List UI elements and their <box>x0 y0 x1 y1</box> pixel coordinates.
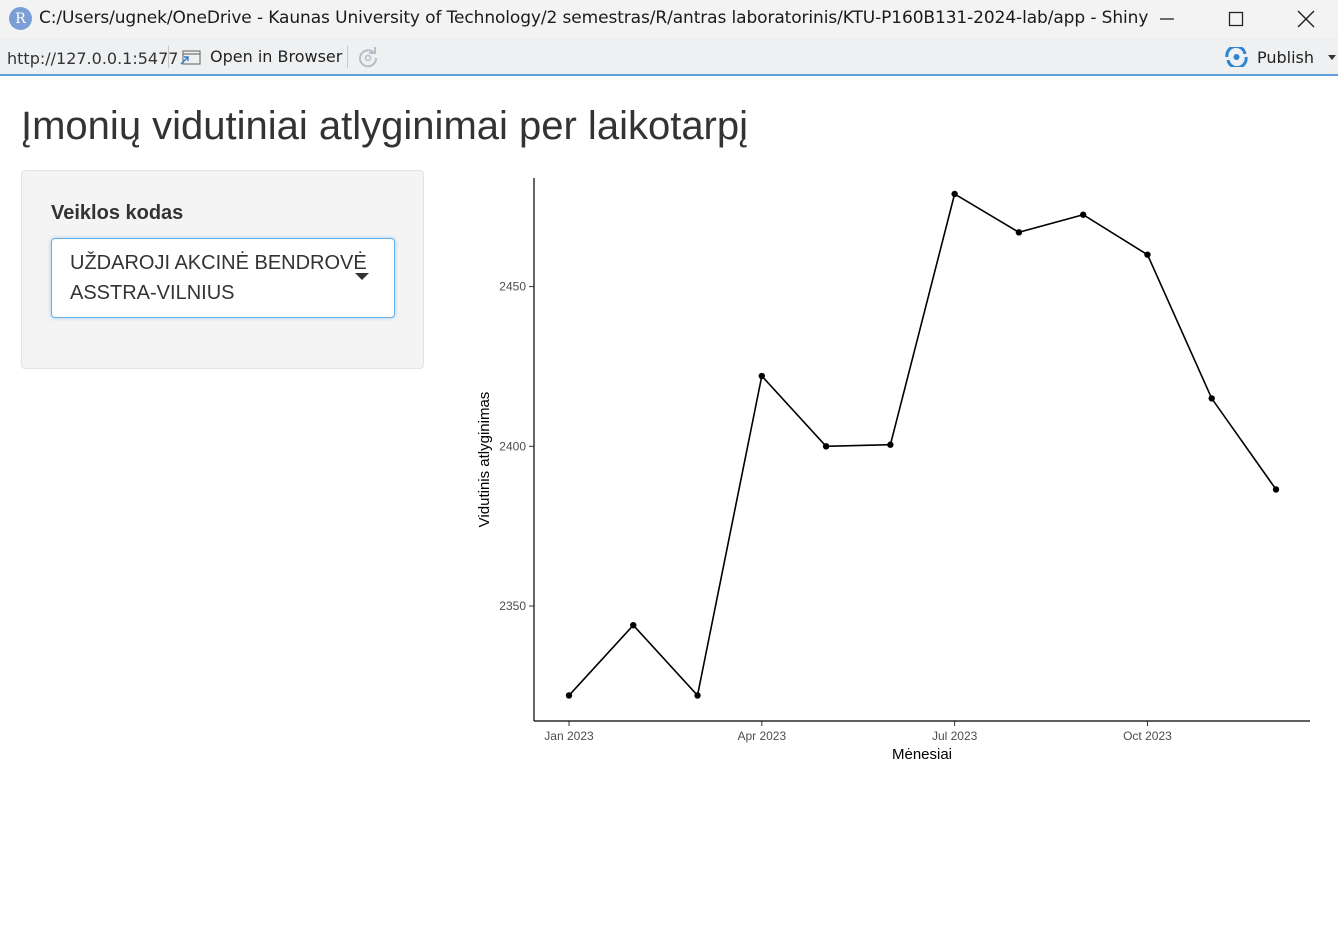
minimize-button[interactable] <box>1132 0 1202 38</box>
data-point <box>758 372 766 380</box>
data-point <box>951 190 958 198</box>
viewer-toolbar: http://127.0.0.1:5477 Open in Browser Pu… <box>0 38 1338 76</box>
data-point <box>822 443 830 450</box>
close-button[interactable] <box>1271 0 1338 38</box>
salary-line-chart: 2350 2400 2450 Jan 2023 Apr 2023 Jul 2023 Oct… <box>476 178 1310 763</box>
y-tick-label: 2400 <box>499 439 526 453</box>
chevron-down-icon <box>355 273 369 280</box>
x-tick-label: Jul 2023 <box>932 729 978 743</box>
window-title: C:/Users/ugnek/OneDrive - Kaunas Univers… <box>39 8 1149 28</box>
window-titlebar: R C:/Users/ugnek/OneDrive - Kaunas Unive… <box>0 0 1338 38</box>
y-tick-label: 2350 <box>499 599 526 613</box>
url-display[interactable]: http://127.0.0.1:5477 <box>7 49 179 68</box>
maximize-icon <box>1228 11 1244 27</box>
series-line <box>568 192 1277 698</box>
refresh-icon <box>359 47 378 68</box>
x-axis-label: Mėnesiai <box>892 746 952 763</box>
activity-code-selected-value: UŽDAROJI AKCINĖ BENDROVĖ ASSTRA-VILNIUS <box>70 252 367 304</box>
data-point <box>887 441 894 448</box>
data-point <box>565 692 573 699</box>
sidebar-panel: Veiklos kodas UŽDAROJI AKCINĖ BENDROVĖ A… <box>21 170 424 369</box>
x-tick-label: Apr 2023 <box>737 729 786 743</box>
maximize-button[interactable] <box>1201 0 1271 38</box>
publish-label: Publish <box>1257 47 1315 67</box>
activity-code-label: Veiklos kodas <box>51 202 184 224</box>
data-point <box>1144 251 1151 258</box>
data-point <box>1272 486 1280 493</box>
page-title: Įmonių vidutiniai atlyginimai per laikot… <box>21 104 749 148</box>
x-tick-label: Jan 2023 <box>544 729 594 743</box>
data-point <box>1079 211 1087 218</box>
open-in-browser-icon <box>180 49 201 65</box>
publish-dropdown-caret-icon[interactable] <box>1328 54 1337 60</box>
data-point <box>1208 395 1215 402</box>
activity-code-select[interactable]: UŽDAROJI AKCINĖ BENDROVĖ ASSTRA-VILNIUS <box>51 238 395 318</box>
data-point <box>1015 229 1023 236</box>
data-point <box>694 692 701 699</box>
data-point <box>630 621 637 629</box>
minimize-icon <box>1160 18 1174 20</box>
y-axis-label: Vidutinis atlyginimas <box>476 392 493 528</box>
r-app-icon: R <box>9 7 32 30</box>
open-in-browser-label: Open in Browser <box>210 47 343 66</box>
x-tick-label: Oct 2023 <box>1123 729 1172 743</box>
publish-button[interactable]: Publish <box>1224 47 1337 67</box>
refresh-button[interactable] <box>357 46 379 73</box>
toolbar-divider <box>347 46 348 68</box>
publish-icon <box>1225 47 1248 67</box>
open-in-browser-button[interactable]: Open in Browser <box>180 47 342 66</box>
y-tick-label: 2450 <box>499 280 526 294</box>
close-icon <box>1297 10 1315 28</box>
toolbar-divider <box>168 46 169 68</box>
